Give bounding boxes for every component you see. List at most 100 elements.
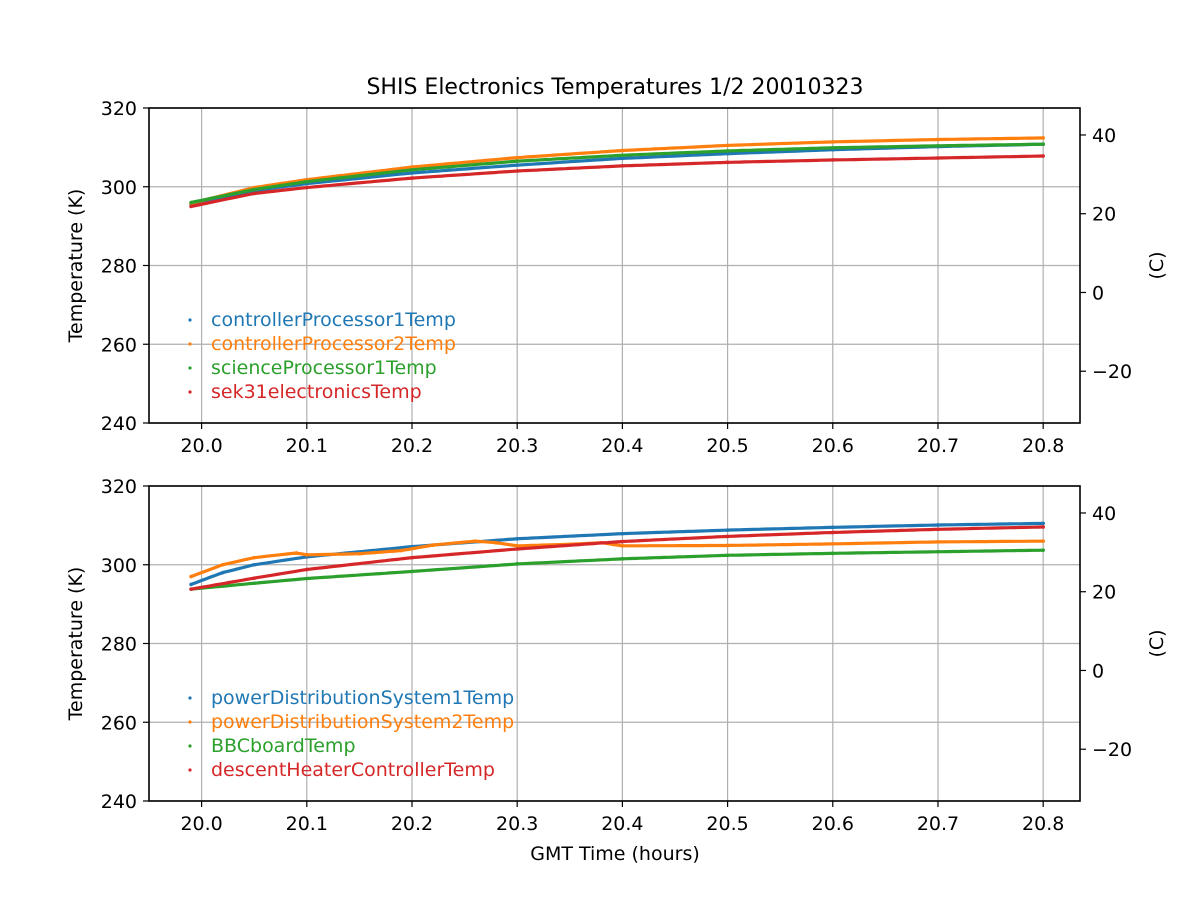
x-tick-label: 20.2 — [391, 813, 433, 835]
y-tick-label: 320 — [101, 98, 137, 120]
data-point — [830, 551, 835, 556]
y-right-axis-label: (C) — [1146, 251, 1168, 279]
data-point — [410, 569, 414, 574]
data-point — [1041, 539, 1045, 543]
x-tick-label: 20.3 — [496, 435, 538, 457]
series-trace — [190, 539, 1044, 579]
legend-marker — [188, 342, 192, 346]
y-axis-label: Temperature (K) — [65, 567, 87, 722]
data-point — [515, 544, 519, 548]
data-point — [252, 562, 256, 567]
legend-entry: powerDistributionSystem2Temp — [211, 711, 514, 733]
y-tick-label: 280 — [101, 256, 137, 278]
data-point — [189, 574, 193, 579]
y-right-tick-label: 40 — [1092, 503, 1116, 525]
x-tick-label: 20.6 — [812, 435, 854, 457]
data-point — [189, 204, 193, 209]
y-axis-label: Temperature (K) — [65, 189, 87, 344]
legend-entry: scienceProcessor1Temp — [211, 357, 437, 379]
y-tick-label: 240 — [101, 791, 137, 813]
legend-entry: powerDistributionSystem1Temp — [211, 687, 514, 709]
data-point — [252, 576, 256, 580]
x-tick-label: 20.8 — [1022, 435, 1064, 457]
y-tick-label: 300 — [101, 555, 137, 577]
y-tick-label: 280 — [101, 634, 137, 656]
data-point — [936, 156, 940, 160]
data-point — [725, 149, 730, 153]
data-point — [357, 551, 362, 556]
data-point — [830, 542, 835, 546]
data-point — [620, 531, 625, 536]
data-point — [252, 187, 256, 192]
data-point — [936, 527, 940, 532]
data-point — [936, 523, 940, 527]
data-point — [410, 165, 414, 169]
data-point — [304, 567, 309, 572]
data-point — [304, 185, 309, 190]
legend-entry: controllerProcessor2Temp — [211, 333, 456, 355]
legend-marker — [188, 696, 192, 700]
data-point — [936, 137, 940, 142]
x-tick-label: 20.4 — [601, 435, 643, 457]
data-point — [620, 148, 625, 153]
x-tick-label: 20.8 — [1022, 813, 1064, 835]
data-point — [1041, 154, 1045, 158]
data-point — [830, 530, 835, 535]
top-subplot: 20.0 20.1 20.2 20.3 20.4 20.5 20.6 20.7 20.8 240 2… — [65, 98, 1168, 457]
data-point — [936, 540, 940, 544]
data-point — [620, 544, 625, 548]
x-tick-label: 20.4 — [601, 813, 643, 835]
series-trace — [190, 136, 1044, 205]
legend-marker — [188, 768, 192, 772]
data-point — [410, 171, 414, 175]
y-right-tick-label: 20 — [1092, 204, 1116, 226]
series-trace — [190, 142, 1044, 207]
data-point — [620, 539, 625, 544]
data-point — [725, 543, 730, 548]
data-point — [410, 176, 414, 180]
data-point — [1041, 521, 1045, 526]
data-point — [220, 562, 225, 567]
data-point — [830, 140, 835, 144]
y-tick-label: 260 — [101, 712, 137, 734]
series-trace — [190, 142, 1044, 205]
data-point — [494, 540, 498, 545]
x-tick-label: 20.6 — [812, 813, 854, 835]
data-point — [252, 581, 256, 586]
y-right-tick-label: 0 — [1092, 282, 1104, 304]
legend-entry: controllerProcessor1Temp — [211, 309, 456, 331]
legend-entry: BBCboardTemp — [211, 735, 356, 757]
series-trace — [190, 548, 1044, 591]
figure-title: SHIS Electronics Temperatures 1/2 200103… — [366, 75, 863, 100]
x-tick-label: 20.7 — [917, 813, 959, 835]
data-point — [515, 163, 519, 167]
x-tick-label: 20.1 — [286, 813, 328, 835]
data-point — [515, 562, 519, 566]
data-point — [515, 155, 519, 160]
y-tick-label: 260 — [101, 334, 137, 356]
x-tick-label: 20.2 — [391, 435, 433, 457]
data-point — [1041, 548, 1045, 552]
data-point — [936, 549, 940, 554]
legend-entry: descentHeaterControllerTemp — [211, 759, 495, 781]
data-point — [252, 555, 256, 560]
data-point — [830, 525, 835, 530]
data-point — [189, 582, 193, 587]
legend-entry: sek31electronicsTemp — [211, 381, 422, 403]
data-point — [725, 143, 730, 148]
data-point — [515, 159, 519, 163]
data-point — [304, 576, 309, 581]
x-tick-label: 20.1 — [286, 435, 328, 457]
data-point — [725, 553, 730, 558]
data-point — [1041, 142, 1045, 147]
data-point — [304, 553, 309, 557]
y-right-tick-label: −20 — [1092, 361, 1132, 383]
legend-marker — [188, 744, 192, 748]
legend-marker — [188, 720, 192, 724]
y-tick-label: 320 — [101, 476, 137, 498]
data-point — [410, 555, 414, 560]
y-right-tick-label: 20 — [1092, 582, 1116, 604]
series-trace — [190, 525, 1044, 591]
data-point — [936, 144, 940, 148]
data-point — [830, 158, 835, 162]
